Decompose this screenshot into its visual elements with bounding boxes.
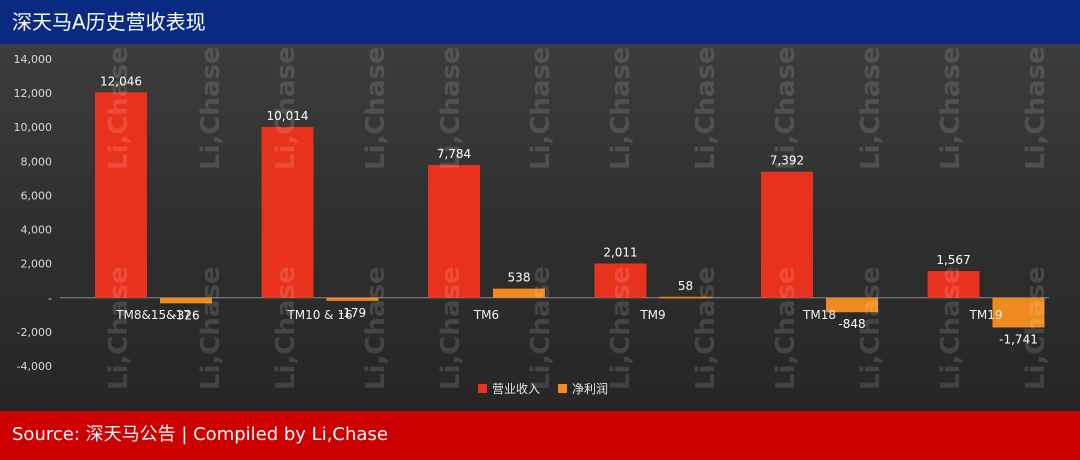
revenue-data-label: 7,784	[437, 147, 471, 161]
category-label: TM6	[473, 308, 499, 322]
category-label: TM9	[639, 308, 665, 322]
profit-data-label: 538	[508, 271, 531, 285]
legend-swatch-profit	[558, 384, 567, 393]
category-label: TM18	[802, 308, 836, 322]
revenue-data-label: 2,011	[603, 245, 637, 259]
revenue-bar	[261, 126, 314, 298]
y-tick-label: -	[48, 292, 52, 305]
profit-data-label: 58	[678, 279, 693, 293]
chart-area: 14,000 12,000 10,000 8,000 6,000 4,000 2,000 - -…	[14, 53, 1049, 396]
chart-title: 深天马A历史营收表现	[12, 10, 206, 34]
profit-data-label: -179	[339, 306, 366, 320]
y-tick-label: 6,000	[21, 189, 53, 202]
profit-bar	[326, 297, 379, 301]
revenue-bar	[927, 271, 980, 298]
profit-bar	[160, 297, 212, 304]
y-tick-label: 10,000	[14, 121, 53, 134]
y-tick-label: 2,000	[21, 258, 53, 271]
revenue-bar	[95, 92, 147, 298]
revenue-bar	[428, 165, 480, 298]
profit-data-label: -848	[838, 317, 865, 331]
legend-label-revenue: 营业收入	[492, 382, 540, 396]
y-tick-label: 14,000	[14, 53, 53, 66]
y-tick-label: 12,000	[14, 87, 53, 100]
revenue-bar	[594, 263, 647, 298]
y-tick-label: 4,000	[21, 224, 53, 237]
category-label: TM10 & 16	[286, 308, 352, 322]
y-tick-label: 8,000	[21, 155, 53, 168]
category-label: TM19	[969, 308, 1003, 322]
revenue-data-label: 7,392	[770, 154, 804, 168]
title-bar: 深天马A历史营收表现	[0, 0, 1080, 44]
profit-bar	[826, 297, 878, 313]
y-tick-label: -4,000	[17, 360, 52, 373]
profit-data-label: -1,741	[999, 332, 1038, 346]
revenue-bar	[761, 171, 813, 298]
legend-swatch-revenue	[478, 384, 487, 393]
source-text: Source: 深天马公告 | Compiled by Li,Chase	[12, 424, 388, 445]
revenue-data-label: 1,567	[936, 253, 970, 267]
profit-bar	[992, 297, 1045, 328]
source-footer: Source: 深天马公告 | Compiled by Li,Chase	[0, 411, 1080, 460]
y-tick-label: -2,000	[17, 326, 52, 339]
profit-bar	[659, 296, 712, 299]
legend-label-profit: 净利润	[572, 382, 608, 396]
plot-background	[0, 44, 1080, 411]
revenue-data-label: 10,014	[267, 109, 309, 123]
revenue-data-label: 12,046	[100, 74, 142, 88]
category-label: TM8&15&17	[115, 308, 191, 322]
profit-data-label: -326	[172, 308, 199, 322]
profit-bar	[493, 288, 545, 298]
